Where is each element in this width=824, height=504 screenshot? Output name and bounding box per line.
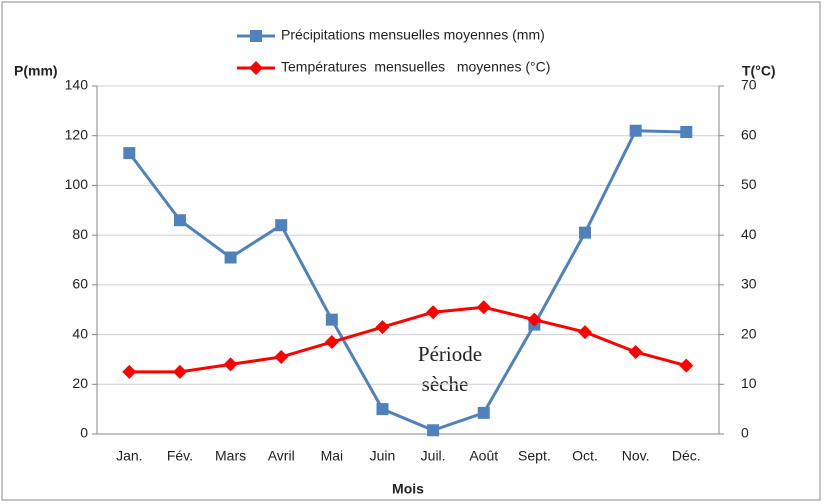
x-tick-label: Déc. bbox=[672, 448, 701, 464]
y2-tick-label: 60 bbox=[741, 126, 757, 142]
y2-tick-label: 20 bbox=[741, 325, 757, 341]
x-tick-label: Juin bbox=[370, 448, 396, 464]
y2-tick-label: 70 bbox=[741, 77, 757, 93]
data-point bbox=[680, 125, 693, 138]
x-tick-label: Avril bbox=[268, 448, 295, 464]
y-tick-label: 120 bbox=[65, 126, 89, 142]
data-point bbox=[274, 349, 289, 364]
x-axis-label: Mois bbox=[392, 481, 424, 497]
data-point bbox=[224, 251, 237, 264]
data-point bbox=[324, 335, 339, 350]
series-line bbox=[128, 129, 687, 432]
y-tick-label: 140 bbox=[65, 77, 89, 93]
y2-axis-label: T(°C) bbox=[742, 63, 776, 79]
legend-marker bbox=[250, 30, 262, 42]
x-tick-label: Fév. bbox=[167, 448, 193, 464]
data-point bbox=[172, 364, 187, 379]
data-point bbox=[527, 312, 542, 327]
legend-label: Précipitations mensuelles moyennes (mm) bbox=[281, 27, 545, 43]
x-tick-label: Août bbox=[469, 448, 498, 464]
data-point bbox=[578, 325, 593, 340]
y2-tick-label: 40 bbox=[741, 226, 757, 242]
legend-label: Températures mensuelles moyennes (°C) bbox=[281, 59, 550, 75]
data-point bbox=[223, 357, 238, 372]
legend-marker bbox=[249, 61, 263, 75]
y-tick-label: 80 bbox=[72, 226, 88, 242]
x-tick-label: Mai bbox=[321, 448, 344, 464]
y-tick-label: 60 bbox=[72, 276, 88, 292]
annotation: Période bbox=[418, 342, 482, 366]
y-tick-label: 40 bbox=[72, 325, 88, 341]
data-point bbox=[629, 124, 642, 137]
x-tick-label: Mars bbox=[215, 448, 246, 464]
data-point bbox=[477, 406, 490, 419]
data-point bbox=[679, 358, 694, 373]
y2-tick-label: 50 bbox=[741, 176, 757, 192]
x-tick-label: Nov. bbox=[622, 448, 650, 464]
y2-tick-label: 10 bbox=[741, 375, 757, 391]
data-point bbox=[123, 147, 136, 160]
data-point bbox=[376, 403, 389, 416]
x-tick-label: Oct. bbox=[572, 448, 598, 464]
data-point bbox=[375, 320, 390, 335]
data-point bbox=[427, 424, 440, 437]
data-point bbox=[122, 364, 137, 379]
data-point bbox=[426, 305, 441, 320]
y-tick-label: 20 bbox=[72, 375, 88, 391]
data-point bbox=[579, 226, 592, 239]
series-line bbox=[129, 305, 687, 374]
data-point bbox=[275, 219, 288, 232]
y-tick-label: 0 bbox=[80, 425, 88, 441]
data-point bbox=[476, 300, 491, 315]
x-tick-label: Jan. bbox=[116, 448, 142, 464]
data-point bbox=[628, 344, 643, 359]
y2-tick-label: 30 bbox=[741, 276, 757, 292]
y2-tick-label: 0 bbox=[741, 425, 749, 441]
x-tick-label: Sept. bbox=[518, 448, 551, 464]
y-tick-label: 100 bbox=[65, 176, 89, 192]
x-tick-label: Juil. bbox=[421, 448, 446, 464]
y-axis-label: P(mm) bbox=[14, 63, 58, 79]
data-point bbox=[173, 214, 186, 227]
data-point bbox=[325, 313, 338, 326]
